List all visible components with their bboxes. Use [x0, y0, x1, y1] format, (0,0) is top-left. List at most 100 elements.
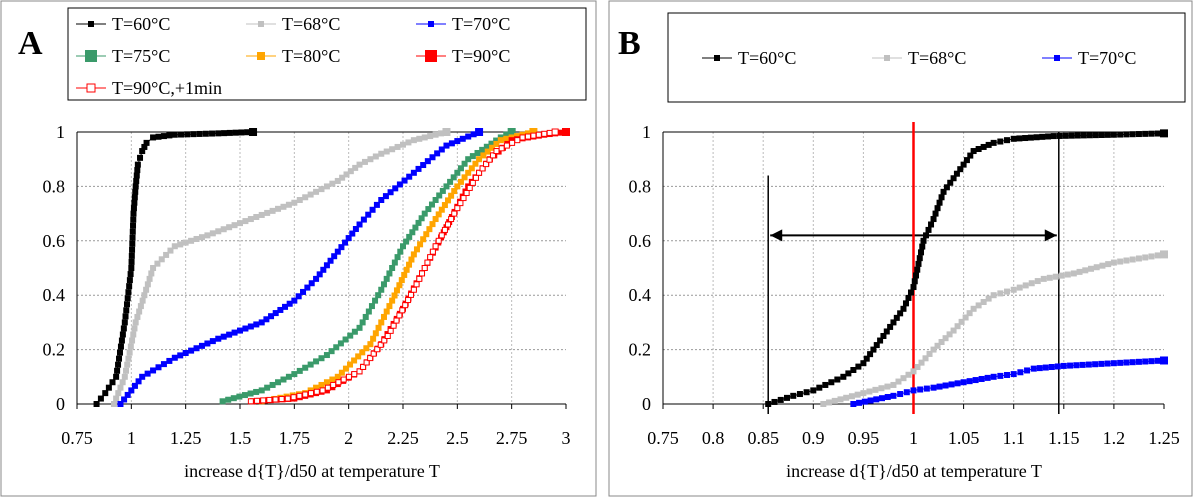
data-point	[860, 390, 867, 397]
data-point	[137, 154, 144, 161]
data-point	[122, 313, 129, 320]
data-point	[1098, 360, 1105, 367]
data-point	[424, 259, 431, 266]
data-point	[457, 165, 464, 172]
data-point	[154, 260, 161, 267]
data-point	[514, 133, 521, 140]
data-point	[461, 174, 468, 181]
data-point	[132, 188, 139, 195]
data-point	[158, 256, 165, 263]
data-point	[997, 138, 1004, 145]
data-point	[985, 295, 992, 302]
data-point	[984, 374, 991, 381]
data-point	[1129, 256, 1136, 263]
data-point	[254, 397, 261, 404]
data-point	[1010, 286, 1017, 293]
data-point	[954, 380, 961, 387]
data-point	[258, 319, 265, 326]
data-point	[182, 239, 189, 246]
data-point	[930, 346, 937, 353]
data-point	[296, 367, 303, 374]
data-point	[1062, 132, 1069, 139]
data-point	[843, 394, 850, 401]
data-point	[137, 303, 144, 310]
data-point	[413, 246, 420, 253]
data-point	[258, 387, 265, 394]
data-point	[132, 319, 139, 326]
legend-label: T=68°C	[282, 14, 340, 34]
data-point	[226, 224, 233, 231]
data-point	[483, 161, 490, 168]
data-point	[171, 243, 178, 250]
data-point	[220, 333, 227, 340]
data-point	[406, 233, 413, 240]
data-point	[415, 219, 422, 226]
data-point	[432, 197, 439, 203]
legend-a	[67, 7, 587, 101]
data-point	[1154, 357, 1161, 364]
data-point	[323, 183, 330, 190]
data-point	[557, 129, 564, 136]
data-point	[930, 216, 937, 223]
data-point	[1099, 262, 1106, 269]
data-point	[378, 197, 385, 203]
data-point	[436, 192, 443, 199]
data-point	[1087, 265, 1094, 272]
data-point	[123, 367, 130, 374]
data-point	[850, 367, 857, 373]
data-point	[333, 344, 340, 351]
data-point	[418, 215, 425, 222]
data-point	[816, 384, 823, 391]
data-point	[897, 391, 904, 398]
data-point	[253, 214, 260, 220]
data-point	[182, 350, 189, 356]
data-point	[378, 286, 385, 293]
data-point	[905, 294, 912, 301]
range-arrow-head-right	[1044, 229, 1057, 242]
data-point	[1056, 132, 1063, 139]
data-point	[329, 376, 336, 383]
data-point	[1052, 273, 1059, 280]
data-point	[1142, 358, 1149, 365]
data-point	[340, 376, 347, 383]
data-point	[524, 130, 531, 137]
x-tick-label: 3	[562, 428, 571, 448]
data-point	[264, 384, 271, 391]
data-point	[1016, 135, 1023, 142]
data-point	[461, 160, 468, 167]
data-point	[412, 224, 419, 231]
data-point	[990, 373, 997, 380]
data-point	[363, 345, 370, 352]
data-point	[378, 319, 385, 326]
data-point	[934, 205, 941, 212]
data-point	[400, 141, 406, 148]
data-point	[351, 371, 358, 378]
data-point	[1022, 282, 1029, 289]
data-point	[219, 398, 226, 405]
data-point	[493, 148, 500, 155]
data-point	[790, 392, 797, 399]
data-point	[1129, 131, 1136, 138]
data-point	[893, 314, 900, 321]
data-point	[362, 313, 369, 320]
data-point	[249, 128, 258, 136]
data-point	[466, 184, 473, 191]
data-point	[1110, 131, 1117, 138]
data-point	[133, 172, 140, 179]
data-point	[445, 221, 452, 228]
x-tick-label: 0.8	[702, 428, 725, 448]
data-point	[324, 384, 331, 391]
x-tick-label: 0.75	[61, 428, 93, 448]
data-point	[1110, 259, 1117, 266]
data-point	[1076, 268, 1083, 275]
legend-marker	[714, 55, 720, 61]
data-point	[134, 313, 141, 320]
data-point	[867, 397, 874, 404]
data-point	[113, 395, 120, 402]
data-point	[997, 372, 1004, 379]
data-point	[438, 232, 445, 239]
data-point	[438, 130, 445, 137]
data-point	[253, 321, 260, 328]
data-point	[493, 140, 500, 147]
data-point	[130, 210, 137, 217]
